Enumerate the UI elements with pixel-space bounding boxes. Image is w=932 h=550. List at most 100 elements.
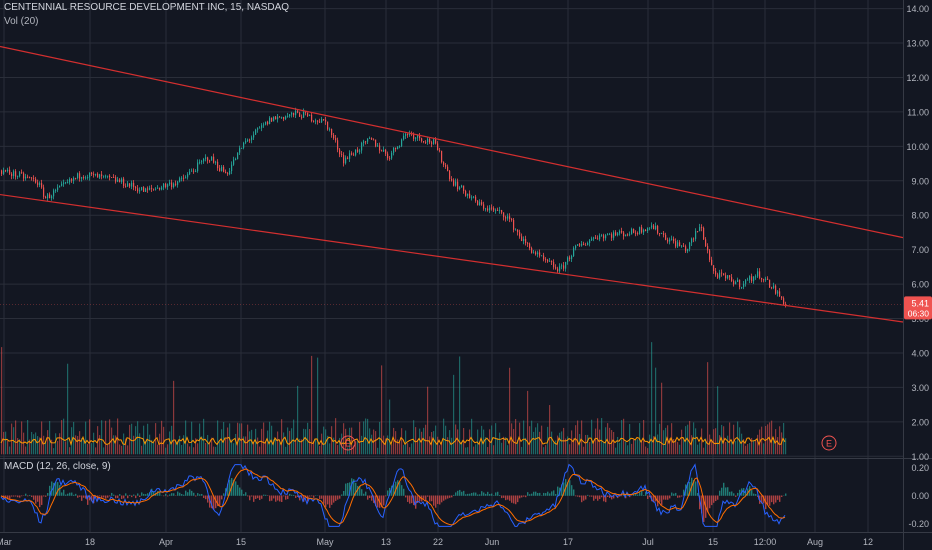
volume-bar [403, 444, 405, 455]
candle-body [7, 169, 9, 172]
candle-body [405, 133, 407, 136]
volume-bar [529, 426, 531, 455]
volume-bar [31, 431, 33, 455]
volume-bar [319, 445, 321, 455]
candle-body [495, 209, 497, 211]
candle-body [715, 271, 717, 275]
candle-body [619, 231, 621, 234]
macd-histogram-bar [687, 482, 689, 496]
earnings-marker: E [340, 435, 356, 451]
volume-bar [79, 431, 81, 455]
macd-histogram-bar [183, 494, 185, 496]
candle-body [363, 141, 365, 144]
macd-histogram-bar [347, 482, 349, 496]
macd-histogram-bar [341, 494, 343, 496]
macd-histogram-bar [431, 495, 433, 502]
candle-body [369, 138, 371, 139]
macd-histogram-bar [721, 487, 723, 496]
macd-histogram-bar [293, 494, 295, 496]
macd-histogram-bar [11, 495, 13, 497]
volume-bar [303, 428, 305, 455]
volume-bar [57, 441, 59, 455]
macd-histogram-bar [29, 494, 31, 496]
macd-histogram-bar [739, 489, 741, 496]
candle-body [687, 248, 689, 252]
volume-bar [551, 431, 553, 455]
macd-histogram-bar [47, 492, 49, 496]
volume-bar [305, 429, 307, 455]
candle-body [95, 173, 97, 175]
volume-bar [475, 444, 477, 455]
macd-histogram-bar [701, 495, 703, 514]
volume-bar [413, 420, 415, 455]
candle-body [213, 156, 215, 163]
candle-body [625, 234, 627, 237]
macd-histogram-bar [411, 495, 413, 504]
candle-body [407, 133, 409, 135]
candle-body [323, 119, 325, 120]
candle-body [175, 183, 177, 185]
candle-body [391, 152, 393, 159]
candle-body [557, 268, 559, 272]
candle-body [489, 207, 491, 211]
volume-bar [673, 438, 675, 455]
volume-bar [507, 445, 509, 455]
candle-body [377, 145, 379, 147]
candle-body [19, 172, 21, 177]
volume-bar [141, 445, 143, 455]
candle-body [197, 162, 199, 172]
macd-histogram-bar [497, 491, 499, 496]
macd-histogram-bar [157, 491, 159, 496]
candle-body [207, 157, 209, 161]
candle-body [605, 235, 607, 239]
candle-body [689, 242, 691, 249]
volume-bar [395, 431, 397, 455]
volume-bar [331, 426, 333, 455]
volume-bar [385, 438, 387, 455]
macd-histogram-bar [471, 492, 473, 496]
macd-histogram-bar [55, 481, 57, 496]
price-tick-label: 7.00 [911, 245, 929, 255]
candle-body [447, 166, 449, 171]
volume-bar [375, 431, 377, 455]
candle-body [55, 190, 57, 191]
candle-body [433, 139, 435, 144]
macd-histogram-bar [41, 495, 43, 505]
macd-histogram-bar [259, 495, 261, 501]
candle-body [251, 137, 253, 140]
volume-bar [601, 418, 603, 455]
macd-histogram-bar [19, 495, 21, 498]
candle-body [683, 245, 685, 247]
candle-body [559, 266, 561, 272]
macd-histogram-bar [91, 495, 93, 502]
candle-body [231, 164, 233, 172]
volume-bar [691, 435, 693, 455]
macd-histogram-bar [181, 493, 183, 496]
macd-histogram-bar [557, 486, 559, 496]
candle-body [587, 242, 589, 246]
volume-bar [311, 355, 313, 455]
macd-histogram-bar [553, 490, 555, 496]
candle-body [599, 235, 601, 240]
volume-bar [397, 439, 399, 455]
macd-histogram-bar [549, 493, 551, 496]
volume-bar [307, 422, 309, 455]
volume-bar [149, 434, 151, 455]
macd-histogram-bar [567, 481, 569, 496]
volume-bar [103, 447, 105, 455]
macd-histogram-bar [603, 495, 605, 502]
candle-body [381, 150, 383, 152]
candle-body [77, 173, 79, 178]
macd-histogram-bar [649, 495, 651, 498]
macd-histogram-bar [699, 495, 701, 510]
candle-body [429, 138, 431, 143]
volume-bar [635, 439, 637, 455]
macd-histogram-bar [425, 495, 427, 502]
macd-histogram-bar [135, 495, 137, 499]
volume-bar [131, 423, 133, 455]
macd-histogram-bar [115, 495, 117, 499]
candle-body [637, 233, 639, 234]
volume-bar [211, 437, 213, 455]
candle-body [299, 112, 301, 117]
